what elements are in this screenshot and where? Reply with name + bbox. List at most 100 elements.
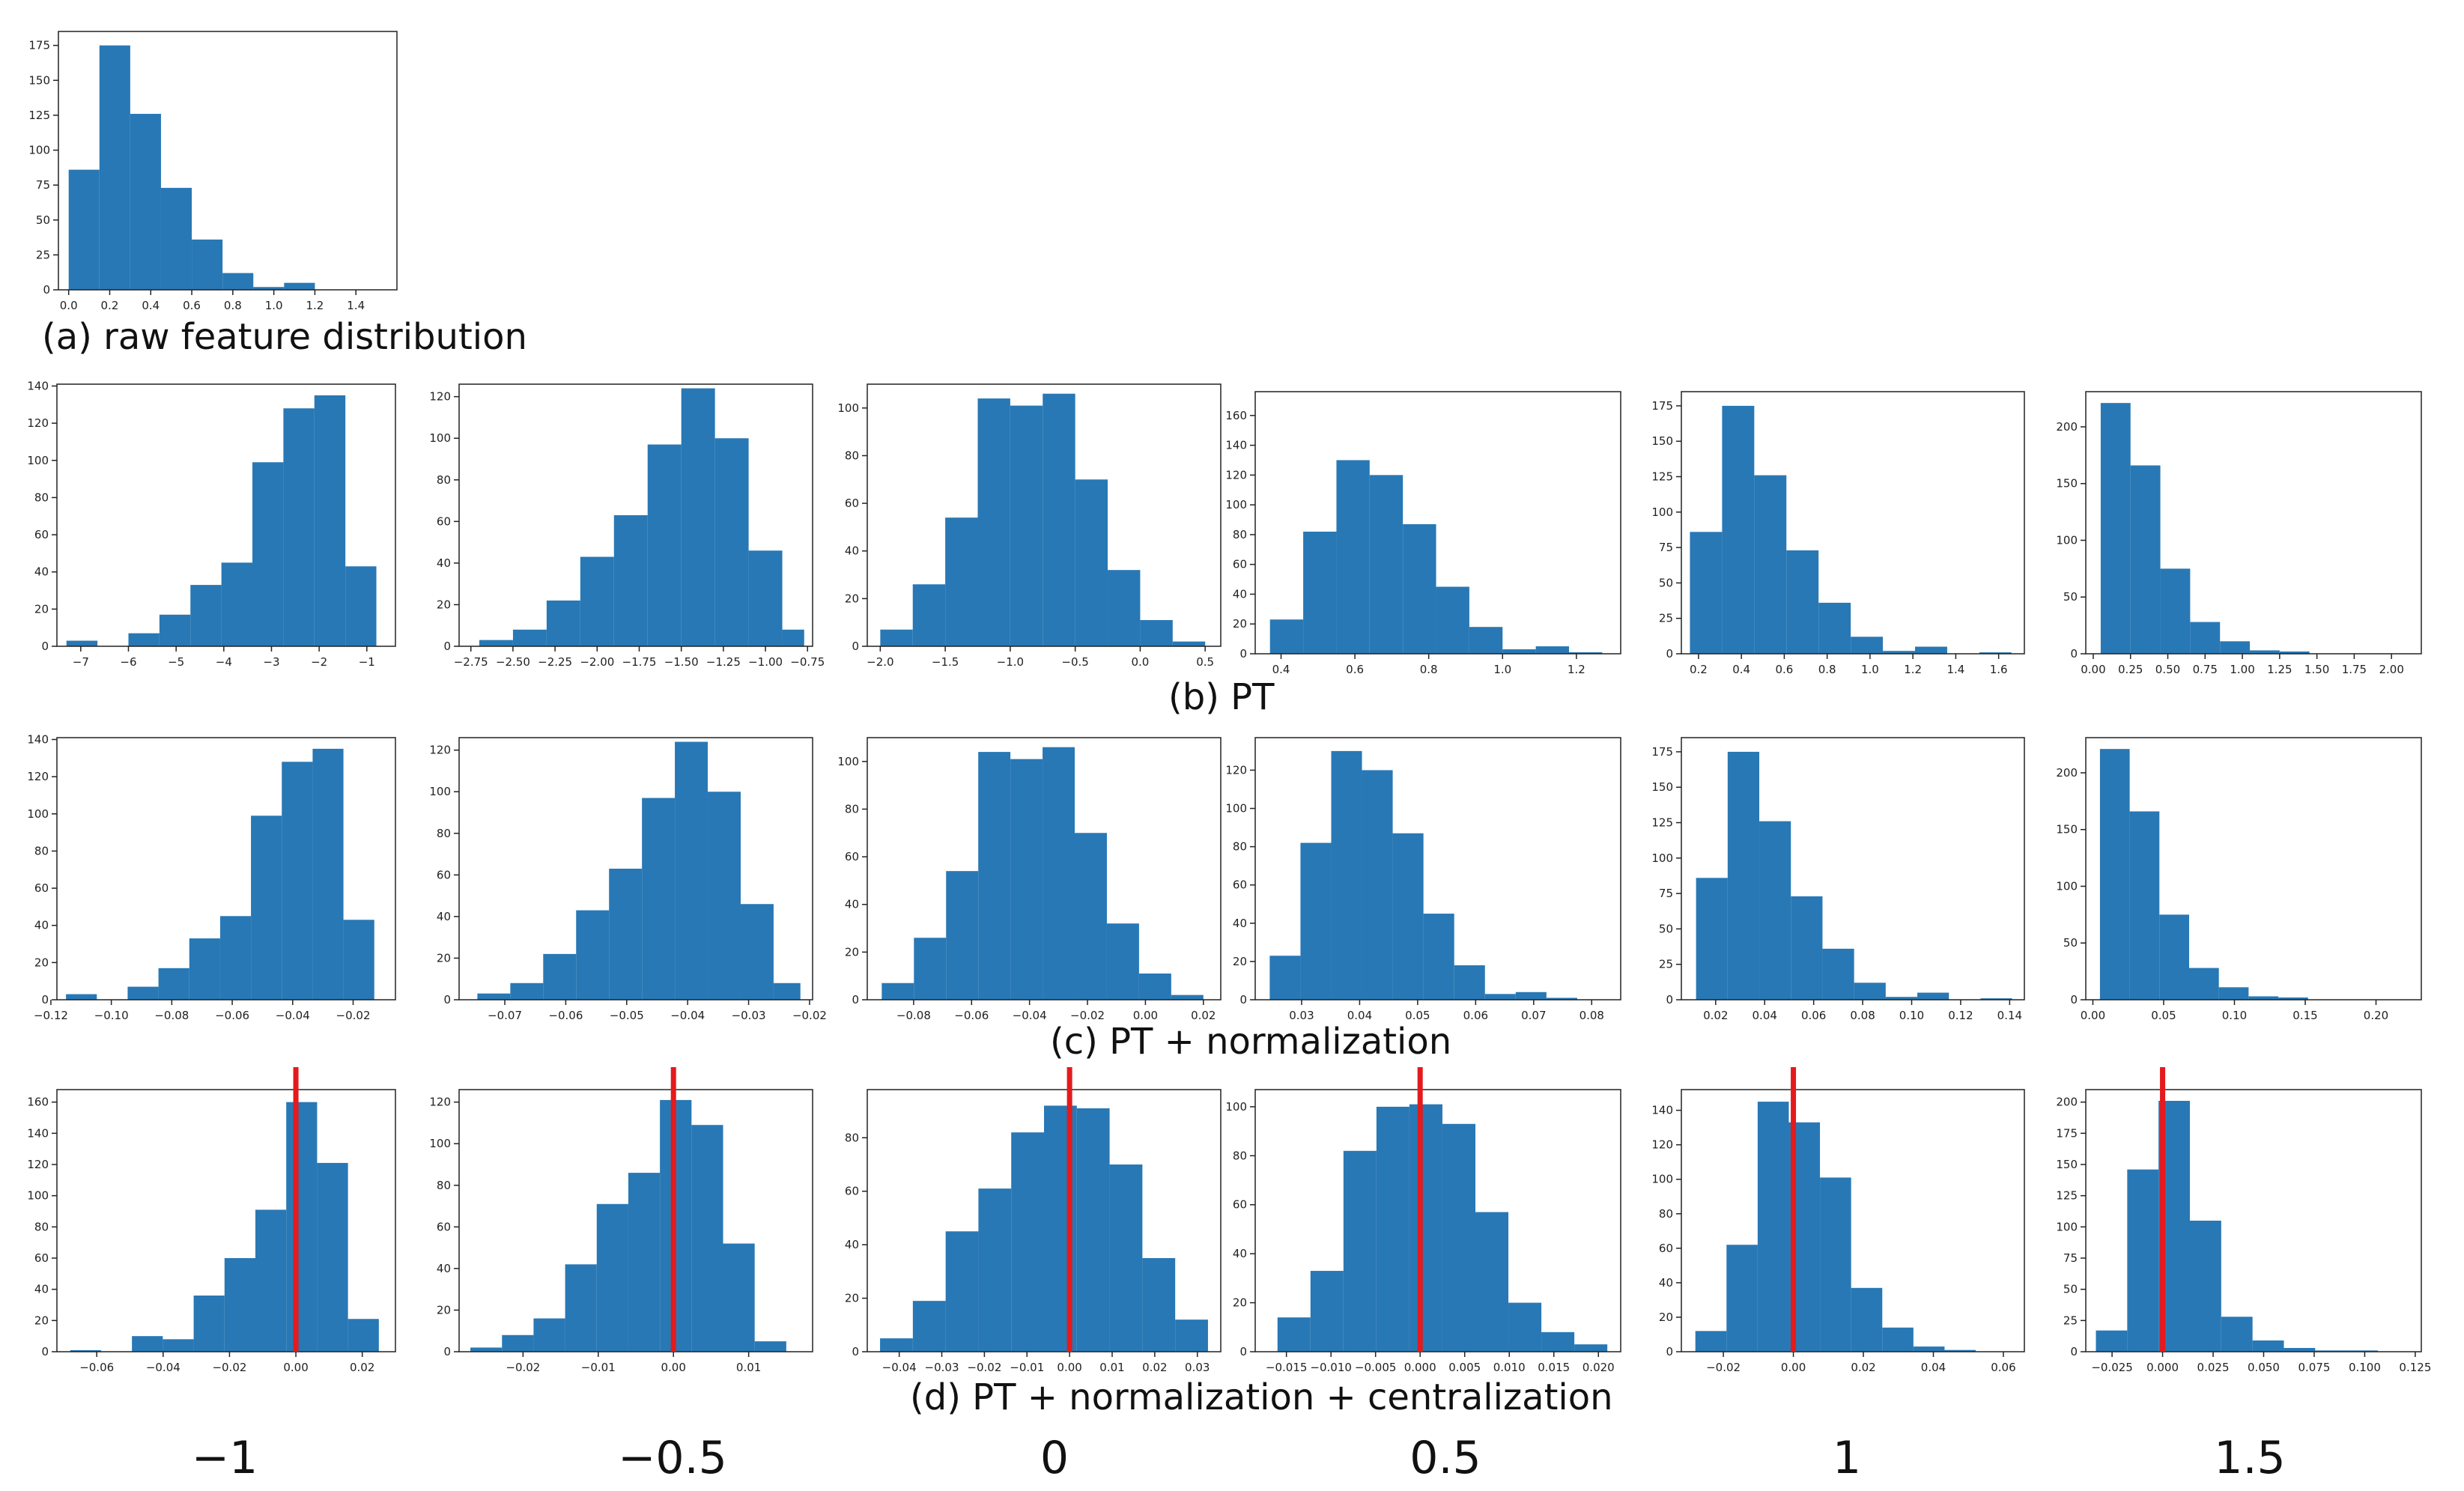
y-tick-label: 200 <box>2056 420 2078 434</box>
x-tick-label: 0.12 <box>1948 1009 1973 1022</box>
y-tick-label: 150 <box>2056 1158 2078 1171</box>
bar <box>1269 956 1301 1000</box>
y-tick-label: 175 <box>28 39 50 52</box>
x-tick-label: −0.02 <box>792 1009 827 1022</box>
x-tick-label: 1.2 <box>1568 663 1585 676</box>
y-tick-label: 100 <box>27 1189 49 1203</box>
histogram-b6: 0.00 0.25 0.50 0.75 1.00 1.25 1.50 1.75 2.00 0 50 1… <box>2056 391 2422 676</box>
bar <box>2220 641 2251 654</box>
x-tick-label: 0.20 <box>2364 1009 2388 1022</box>
bar <box>1913 1346 1945 1352</box>
histogram-c6: 0.00 0.05 0.10 0.15 0.20 0 50 100 150 200 <box>2056 737 2422 1022</box>
bar <box>2099 749 2130 1000</box>
bar <box>66 994 97 1000</box>
bar <box>1791 896 1823 1000</box>
bar <box>1726 1245 1758 1352</box>
bar <box>99 45 130 290</box>
x-tick-label: 0.02 <box>350 1361 374 1374</box>
x-tick-label: −2.50 <box>496 655 530 669</box>
y-tick-label: 100 <box>2056 879 2078 893</box>
x-tick-label: −0.75 <box>790 655 825 669</box>
x-tick-label: 0.02 <box>1142 1361 1167 1374</box>
x-tick-label: 0.10 <box>2222 1009 2247 1022</box>
plot-frame <box>2085 1089 2422 1352</box>
y-tick-label: 0 <box>2070 993 2078 1006</box>
y-tick-label: 60 <box>1233 1198 1247 1212</box>
bar <box>2218 987 2249 1000</box>
y-tick-label: 25 <box>1659 612 1673 625</box>
plot-frame <box>867 1089 1222 1352</box>
y-tick-label: 20 <box>1233 955 1247 968</box>
bar <box>576 910 610 1000</box>
bar <box>1722 405 1755 654</box>
bar <box>1454 965 1485 1000</box>
y-tick-label: 60 <box>845 850 859 863</box>
bar <box>1979 652 2012 654</box>
bar <box>914 938 947 1000</box>
x-tick-label: 0.4 <box>1272 663 1290 676</box>
bar <box>2315 1350 2347 1352</box>
bar <box>192 239 223 290</box>
lambda-label-6: 1.5 <box>2214 1432 2286 1484</box>
bar <box>565 1264 597 1352</box>
bar <box>224 1258 255 1352</box>
histogram-b2: −2.75 −2.50 −2.25 −2.00 −1.75 −1.50 −1.25 −1.00… <box>429 383 825 669</box>
bar <box>723 1243 755 1352</box>
x-tick-label: −0.07 <box>488 1009 522 1022</box>
x-tick-label: 0.01 <box>1099 1361 1124 1374</box>
x-tick-label: 0.010 <box>1493 1361 1526 1374</box>
y-tick-label: 0 <box>41 993 49 1006</box>
bar <box>1883 651 1916 654</box>
y-tick-label: 0 <box>43 283 50 297</box>
lambda-label-2: −0.5 <box>618 1432 727 1484</box>
x-tick-label: −0.5 <box>1061 655 1088 669</box>
bar <box>2252 1340 2284 1352</box>
x-tick-label: −1.5 <box>932 655 959 669</box>
histogram-b3: −2.0 −1.5 −1.0 −0.5 0.0 0.5 0 20 40 60 80 100 <box>837 383 1222 669</box>
y-tick-label: 100 <box>429 1137 451 1150</box>
bar <box>345 566 377 646</box>
y-tick-label: 175 <box>1651 745 1673 759</box>
y-tick-label: 60 <box>34 528 49 541</box>
bar <box>1568 652 1603 654</box>
x-tick-label: −1.50 <box>664 655 699 669</box>
x-tick-label: −0.010 <box>1310 1361 1352 1374</box>
lambda-label-1: −1 <box>191 1432 258 1484</box>
y-tick-label: 80 <box>845 449 859 462</box>
bar <box>1574 1344 1608 1352</box>
y-tick-label: 40 <box>437 556 451 570</box>
y-tick-label: 175 <box>2056 1126 2078 1140</box>
y-tick-label: 80 <box>34 491 49 504</box>
x-tick-label: −2.0 <box>867 655 893 669</box>
bar <box>1172 641 1206 646</box>
y-tick-label: 0 <box>852 993 859 1006</box>
bar <box>880 629 913 646</box>
bar <box>2100 403 2131 654</box>
x-tick-label: 0.2 <box>1690 663 1708 676</box>
x-tick-label: −0.04 <box>670 1009 705 1022</box>
plot-frame <box>867 383 1222 647</box>
y-tick-label: 60 <box>845 497 859 510</box>
x-tick-label: 0.75 <box>2193 663 2218 676</box>
y-tick-label: 40 <box>845 1238 859 1251</box>
x-tick-label: 0.025 <box>2197 1361 2230 1374</box>
plot-frame <box>1681 737 2025 1000</box>
bar <box>580 556 614 646</box>
bar <box>1106 923 1139 1000</box>
bar <box>1300 842 1332 1000</box>
x-tick-label: −0.02 <box>506 1361 540 1374</box>
bar <box>1690 532 1723 654</box>
histogram-c3: −0.08 −0.06 −0.04 −0.02 0.00 0.02 0 20 40 60 80 100 <box>837 737 1222 1022</box>
x-tick-label: 0.03 <box>1185 1361 1210 1374</box>
y-tick-label: 140 <box>27 732 49 746</box>
y-tick-label: 0 <box>41 640 49 653</box>
y-tick-label: 200 <box>2056 1096 2078 1109</box>
bar <box>1303 531 1337 654</box>
x-tick-label: 0.0 <box>60 299 78 312</box>
bar <box>642 798 676 1000</box>
bar <box>2279 651 2310 654</box>
bar <box>782 629 804 646</box>
bar <box>2096 1330 2128 1352</box>
bar <box>1010 405 1043 646</box>
